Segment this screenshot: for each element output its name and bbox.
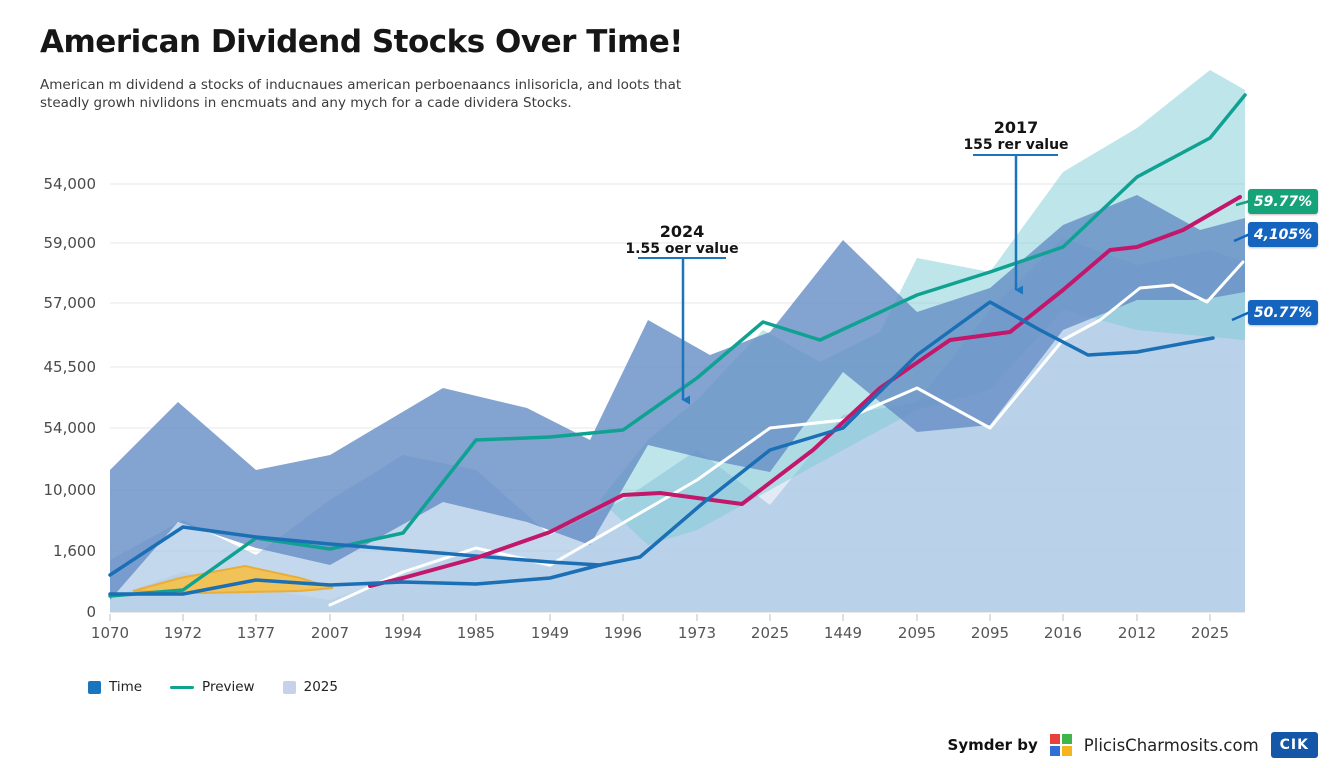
windows-logo-icon xyxy=(1049,734,1072,756)
y-tick-label: 1,600 xyxy=(53,542,96,560)
x-tick-label: 1994 xyxy=(384,624,422,642)
x-tick-label: 2095 xyxy=(898,624,936,642)
legend: Time Preview 2025 xyxy=(88,679,338,695)
annotation-2017: 2017 155 rer value xyxy=(963,118,1068,153)
blue-main-line xyxy=(108,300,1215,596)
footer-site-name: PlicisCharmosits.com xyxy=(1083,735,1259,755)
y-tick-label: 57,000 xyxy=(44,294,97,312)
annotation-lines xyxy=(638,154,1251,405)
y-tick-label: 0 xyxy=(86,603,96,621)
y-tick-label: 54,000 xyxy=(44,419,97,437)
y-tick-label: 10,000 xyxy=(44,481,97,499)
badge-connector xyxy=(1235,199,1251,207)
legend-label: Preview xyxy=(202,679,255,695)
y-tick-label: 54,000 xyxy=(44,175,97,193)
x-tick-label: 1070 xyxy=(91,624,129,642)
crimson-line xyxy=(368,195,1242,588)
annotation-year: 2017 xyxy=(993,118,1039,137)
annotation-value: 155 rer value xyxy=(963,137,1069,153)
x-tick-label: 1972 xyxy=(164,624,202,642)
legend-swatch-line xyxy=(170,685,195,689)
page-subtitle: American m dividend a stocks of inducnau… xyxy=(40,77,682,112)
footer-credit: Symder by xyxy=(947,736,1038,754)
x-tick-label: 2012 xyxy=(1118,624,1156,642)
chart-series xyxy=(108,93,1247,607)
chart-areas xyxy=(110,70,1245,612)
annotation-value: 1.55 oer value xyxy=(625,241,739,257)
x-tick-label: 1949 xyxy=(531,624,569,642)
legend-swatch-square xyxy=(88,680,101,694)
legend-item-preview[interactable]: Preview xyxy=(170,679,255,695)
footer: Symder by PlicisCharmosits.com CIK xyxy=(948,730,1318,760)
x-tick-label: 1377 xyxy=(237,624,275,642)
annotation-2024: 2024 1.55 oer value xyxy=(625,222,738,257)
cik-logo-badge[interactable]: CIK xyxy=(1270,732,1318,758)
teal-line xyxy=(108,93,1247,598)
white-line xyxy=(328,260,1245,607)
x-tick-label: 1985 xyxy=(457,624,495,642)
x-tick-label: 1973 xyxy=(678,624,716,642)
x-tick-label: 2025 xyxy=(1191,624,1229,642)
dark-band xyxy=(110,195,1245,600)
page-title: American Dividend Stocks Over Time! xyxy=(40,24,683,60)
value-badge-blue-bottom: 50.77% xyxy=(1248,300,1318,325)
value-badge-green: 59.77% xyxy=(1248,189,1318,214)
x-tick-label: 2025 xyxy=(751,624,789,642)
x-tick-label: 2007 xyxy=(311,624,349,642)
x-tick-label: 2095 xyxy=(971,624,1009,642)
legend-swatch-square xyxy=(282,680,296,694)
x-tick-label: 2016 xyxy=(1044,624,1082,642)
legend-item-2025[interactable]: 2025 xyxy=(282,679,338,695)
y-tick-label: 59,000 xyxy=(44,234,97,252)
annotation-year: 2024 xyxy=(659,222,705,241)
axis-labels: 54,000 59,000 57,000 45,500 54,000 10,000 1,60… xyxy=(44,175,1230,642)
blue-second-line xyxy=(108,525,602,577)
x-tick-label: 1996 xyxy=(604,624,642,642)
x-tick-label: 1449 xyxy=(824,624,862,642)
badge-connector xyxy=(1233,232,1251,243)
legend-item-time[interactable]: Time xyxy=(88,679,142,695)
legend-label: Time xyxy=(109,679,143,695)
legend-label: 2025 xyxy=(303,679,338,695)
y-tick-label: 45,500 xyxy=(44,358,97,376)
badge-connector xyxy=(1231,310,1251,322)
value-badge-blue-top: 4,105% xyxy=(1248,222,1318,247)
